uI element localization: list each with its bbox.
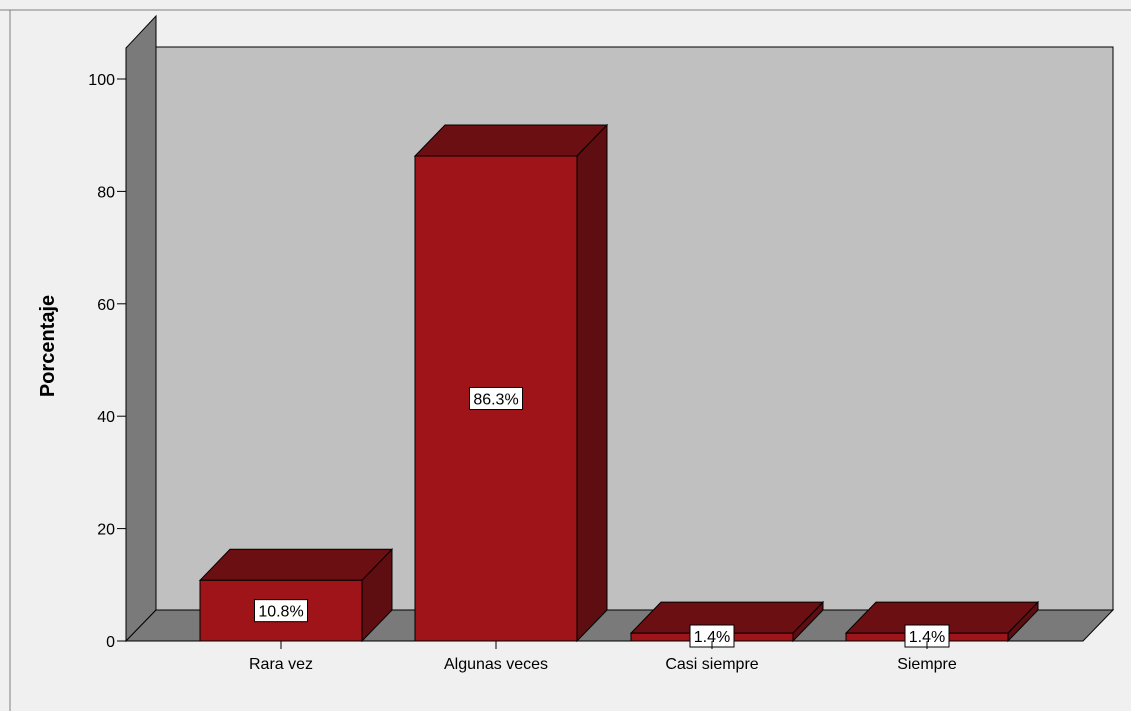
bar: 86.3% xyxy=(413,123,609,643)
bar-top xyxy=(413,124,609,157)
x-tick-label: Siempre xyxy=(897,656,957,673)
bar-top xyxy=(198,548,394,581)
bar-side xyxy=(576,123,608,643)
y-tick-label: 60 xyxy=(97,297,115,314)
y-tick-label: 40 xyxy=(97,409,115,426)
x-tick-label: Algunas veces xyxy=(444,656,548,673)
bar: 10.8% xyxy=(198,548,394,643)
y-tick-label: 20 xyxy=(97,522,115,539)
x-tick-label: Rara vez xyxy=(249,656,313,673)
data-label-box xyxy=(469,386,523,410)
back-wall xyxy=(155,46,1114,611)
data-label: 1.4% xyxy=(909,629,945,646)
data-label: 86.3% xyxy=(473,391,518,408)
data-label: 1.4% xyxy=(694,629,730,646)
y-tick-label: 0 xyxy=(106,634,115,651)
data-label-box xyxy=(254,599,308,623)
chart-walls xyxy=(124,14,1115,643)
y-axis-title: Porcentaje xyxy=(37,295,59,397)
data-label: 10.8% xyxy=(258,604,303,621)
side-wall xyxy=(125,14,157,643)
x-tick-label: Casi siempre xyxy=(665,656,758,673)
x-axis-labels: Rara vez Algunas veces Casi siempre Siempre xyxy=(249,641,957,673)
y-tick-label: 80 xyxy=(97,184,115,201)
bars-group: 10.8% 86.3% 1.4% 1.4% xyxy=(198,123,1040,648)
bar: 1.4% xyxy=(844,600,1040,648)
y-tick-label: 100 xyxy=(88,72,115,89)
y-axis: 0 20 40 60 80 100 xyxy=(88,48,127,651)
bar: 1.4% xyxy=(629,600,825,648)
